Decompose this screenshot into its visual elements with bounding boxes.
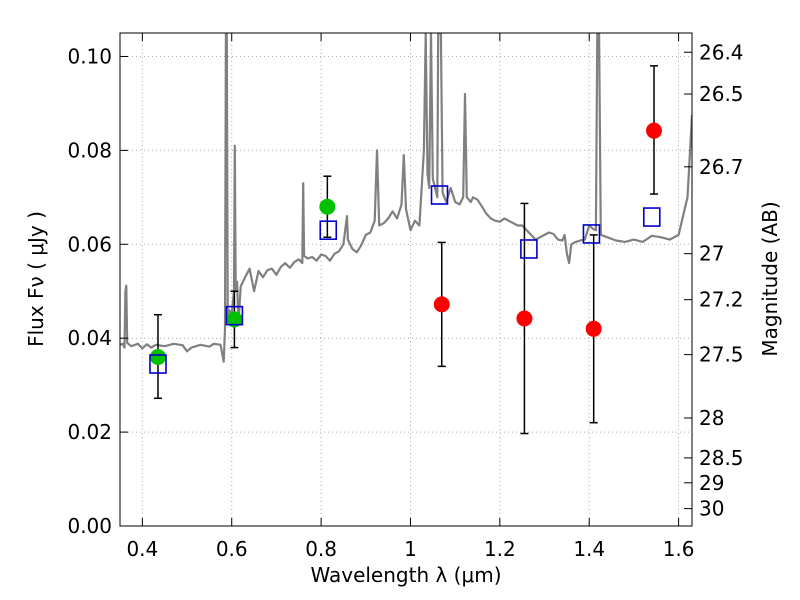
red-data-point <box>585 320 602 337</box>
y2-tick-label: 28 <box>699 406 724 430</box>
y-tick-label: 0.02 <box>67 420 112 444</box>
model-square-point <box>582 224 601 244</box>
y-tick-label: 0.00 <box>67 514 112 538</box>
spectrum-line <box>120 33 692 363</box>
y-tick-label: 0.08 <box>67 138 112 162</box>
y-tick-label: 0.10 <box>67 44 112 68</box>
errorbar-layer <box>153 65 659 435</box>
x-tick-label: 0.8 <box>305 537 337 561</box>
y-axis-title: Flux Fν ( μJy ) <box>24 211 48 347</box>
y2-tick-label: 28.5 <box>699 446 744 470</box>
y2-tick-label: 26.7 <box>699 155 744 179</box>
x-tick-label: 1.2 <box>484 537 516 561</box>
x-tick-label: 1.6 <box>663 537 695 561</box>
y2-tick-label: 29 <box>699 471 724 495</box>
y2-tick-label: 27.5 <box>699 343 744 367</box>
red-data-point <box>516 310 533 327</box>
green-data-point <box>226 311 243 328</box>
x-tick-label: 0.4 <box>126 537 158 561</box>
plot-frame <box>119 32 693 527</box>
model-square-point <box>225 305 244 326</box>
model-square-point <box>149 354 167 374</box>
x-tick-label: 1 <box>404 537 417 561</box>
model-square-point <box>319 220 338 240</box>
green-data-point <box>319 198 336 215</box>
green-data-point <box>149 348 166 365</box>
y2-tick-label: 26.5 <box>699 82 744 106</box>
y2-tick-label: 26.4 <box>699 40 744 64</box>
y-tick-label: 0.04 <box>67 326 112 350</box>
model-square-point <box>520 239 538 259</box>
tick-layer <box>120 33 692 527</box>
y2-axis-title: Magnitude (AB) <box>758 201 782 356</box>
y-tick-label: 0.06 <box>67 232 112 256</box>
point-layer <box>149 122 663 374</box>
x-axis-title: Wavelength λ (μm) <box>310 563 501 587</box>
x-tick-label: 1.4 <box>573 537 605 561</box>
grid <box>120 33 692 527</box>
x-tick-label: 0.6 <box>216 537 248 561</box>
red-data-point <box>433 296 450 313</box>
y2-tick-label: 30 <box>699 497 724 521</box>
model-square-point <box>430 185 449 205</box>
y2-tick-label: 27.2 <box>699 288 744 312</box>
red-data-point <box>646 122 663 139</box>
label-layer: 0.4 0.6 0.8 1 1.2 1.4 1.6 0.00 0.02 0.04 0.06 0.08 0… <box>67 40 743 561</box>
spectrum-layer <box>120 33 692 363</box>
model-square-point <box>642 207 661 227</box>
y2-tick-label: 27 <box>699 242 724 266</box>
